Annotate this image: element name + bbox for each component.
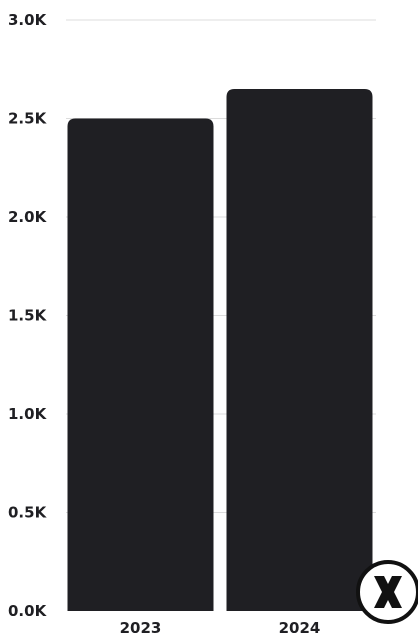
bar-2024 xyxy=(226,88,373,611)
x-axis-category-labels: 2023 2024 xyxy=(120,619,321,634)
close-x-logo-icon xyxy=(356,560,418,624)
x-category-label: 2023 xyxy=(120,619,162,634)
y-tick-label: 2.5K xyxy=(8,110,48,128)
bars xyxy=(67,88,373,611)
y-tick-label: 1.0K xyxy=(8,405,48,423)
bar-2023 xyxy=(67,118,214,611)
y-tick-label: 0.0K xyxy=(8,602,48,620)
x-mark-icon xyxy=(374,576,402,608)
x-category-label: 2024 xyxy=(279,619,321,634)
y-tick-label: 2.0K xyxy=(8,208,48,226)
y-tick-label: 0.5K xyxy=(8,504,48,522)
y-tick-label: 3.0K xyxy=(8,11,48,29)
y-axis-tick-labels: 0.0K 0.5K 1.0K 1.5K 2.0K 2.5K 3.0K xyxy=(8,11,48,620)
y-tick-label: 1.5K xyxy=(8,307,48,325)
